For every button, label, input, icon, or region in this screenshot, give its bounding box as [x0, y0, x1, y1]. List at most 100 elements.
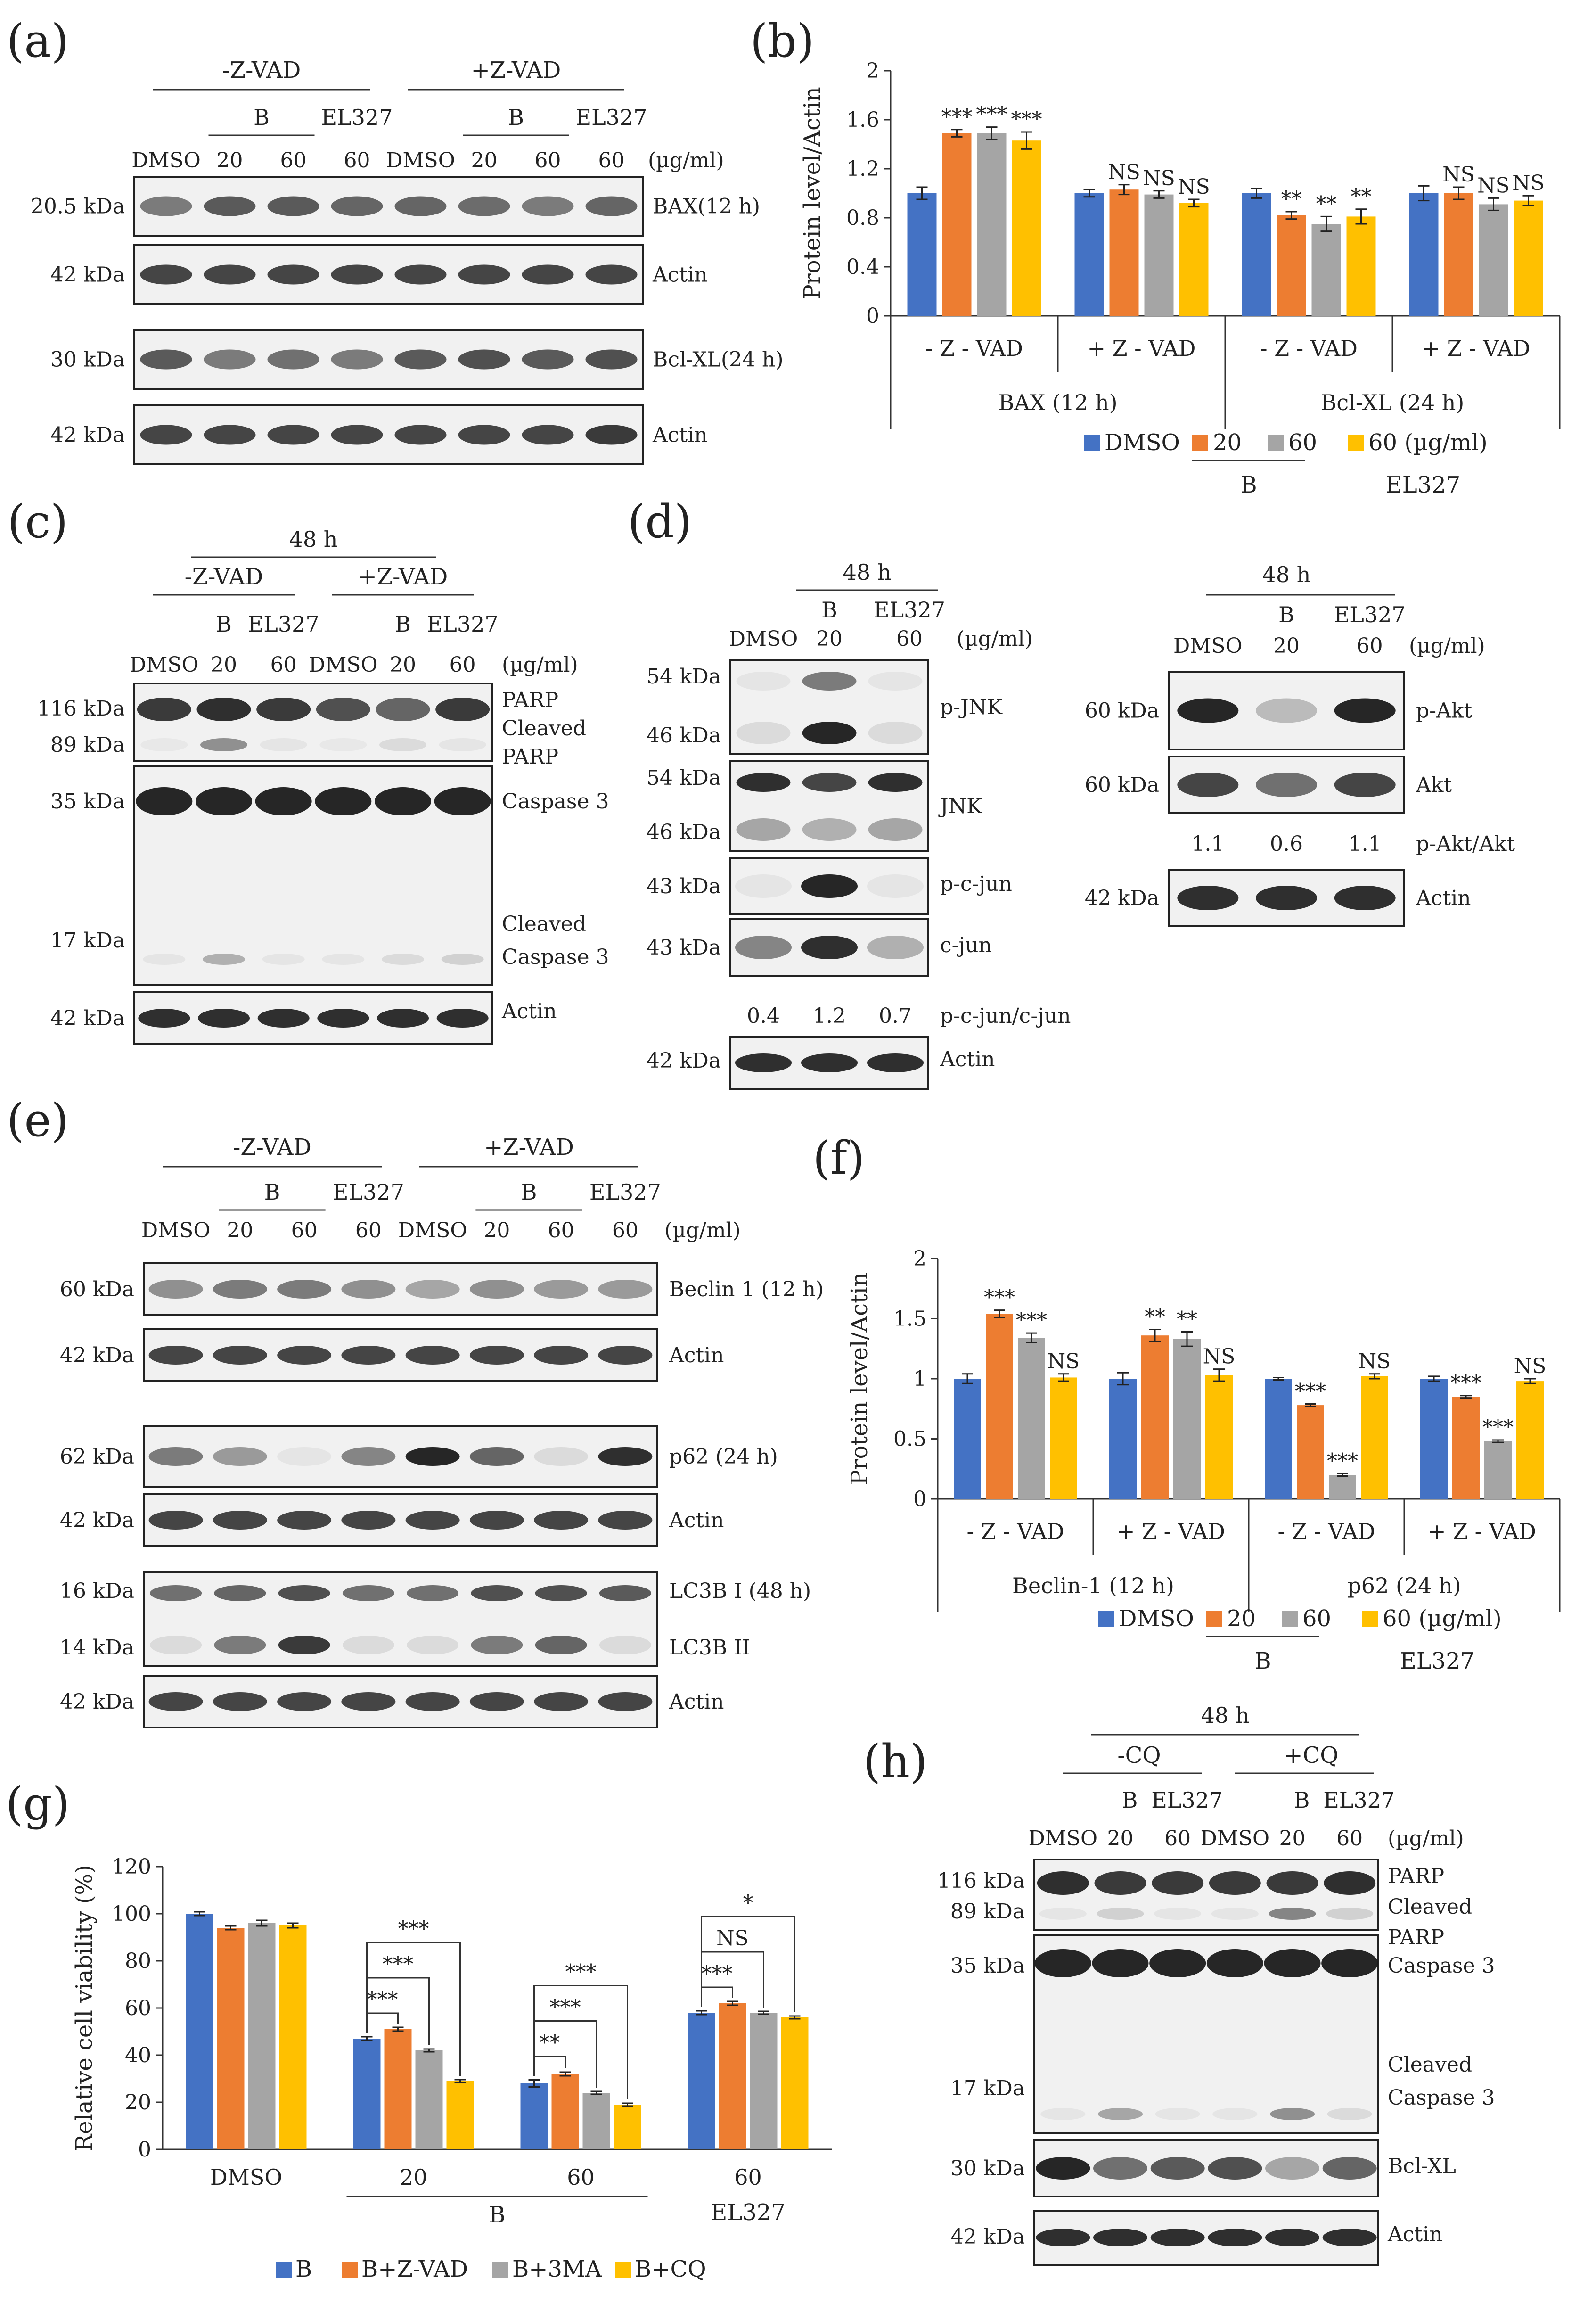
significance-bracket	[533, 2056, 566, 2076]
band	[522, 264, 574, 285]
band	[1150, 2157, 1205, 2180]
band	[267, 349, 319, 370]
bar-2-2	[1311, 224, 1341, 316]
ratio-label: p-Akt/Akt	[1416, 832, 1515, 856]
band	[1209, 1871, 1261, 1895]
band	[1037, 1871, 1089, 1895]
kda-label: 35 kDa	[50, 790, 125, 814]
bar-1-1	[1141, 1335, 1169, 1499]
bar-0-3	[1012, 140, 1041, 316]
band	[150, 1636, 202, 1654]
band	[1177, 886, 1239, 910]
band	[535, 1585, 587, 1601]
band	[1256, 886, 1317, 910]
y-tick-label: 2	[866, 59, 879, 83]
panel-label: (d)	[628, 495, 692, 548]
bar-3-3	[1516, 1381, 1544, 1499]
supergroup-label: Beclin-1 (12 h)	[1012, 1573, 1174, 1598]
band	[534, 1692, 589, 1711]
legend-label: B+CQ	[635, 2256, 706, 2282]
panel-label: (c)	[8, 495, 68, 548]
bar-1-0	[1074, 193, 1104, 316]
band	[458, 264, 510, 285]
compound-label: EL327	[576, 105, 647, 130]
band	[140, 738, 188, 751]
bar-3-0	[688, 2013, 715, 2149]
band	[196, 698, 251, 721]
bar-1-2	[1144, 194, 1174, 316]
bar-0-2	[1018, 1338, 1045, 1499]
band	[214, 1585, 266, 1601]
band	[1322, 2157, 1377, 2180]
compound-label: EL327	[321, 105, 393, 130]
band	[407, 1636, 459, 1654]
protein-label: Caspase 3	[502, 790, 609, 814]
kda-label: 89 kDa	[50, 733, 125, 757]
band	[407, 1585, 459, 1601]
legend-swatch	[276, 2262, 292, 2278]
legend-label: 20	[1213, 429, 1242, 456]
band	[1270, 2108, 1315, 2120]
significance-label: **	[1281, 187, 1302, 211]
ratio-value: 0.4	[747, 1004, 780, 1028]
bar-3-3	[781, 2017, 809, 2149]
time-label: 48 h	[289, 527, 338, 552]
bar-2-1	[1277, 215, 1306, 316]
band	[802, 722, 857, 744]
band	[735, 936, 792, 959]
band	[435, 698, 490, 721]
protein-label: PARP	[502, 745, 558, 769]
band	[1322, 2229, 1377, 2246]
band	[148, 1280, 203, 1299]
band	[213, 1280, 267, 1299]
lane-label: 20	[227, 1218, 253, 1243]
protein-label: Bcl-XL	[1388, 2154, 1456, 2178]
x-category-label: 20	[400, 2164, 427, 2190]
bar-1-1	[1109, 189, 1139, 316]
bar-1-0	[353, 2039, 381, 2149]
significance-label: NS	[1143, 166, 1175, 190]
bar-1-3	[1179, 203, 1209, 316]
lane-label: 60	[548, 1218, 574, 1243]
significance-label: NS	[1442, 163, 1475, 187]
band	[1093, 2229, 1147, 2246]
kda-label: 116 kDa	[37, 697, 125, 721]
legend-swatch	[1206, 1611, 1222, 1627]
lane-label: 60	[280, 148, 307, 173]
lane-label: 20	[483, 1218, 510, 1243]
blot-frame	[133, 991, 493, 1045]
y-tick-label: 1.6	[846, 108, 879, 132]
band	[203, 954, 245, 965]
compound-label: B	[395, 611, 411, 637]
treatment-group-label: +Z-VAD	[471, 57, 561, 83]
band	[598, 1447, 653, 1466]
band	[316, 698, 370, 721]
y-tick-label: 0	[866, 304, 879, 328]
bar-3-2	[750, 2013, 778, 2149]
significance-bracket	[533, 1985, 628, 2099]
compound-label: B	[508, 105, 524, 130]
lane-label: 20	[217, 148, 243, 173]
band	[458, 425, 510, 445]
bar-1-0	[1109, 1379, 1137, 1499]
band	[376, 698, 430, 721]
compound-label: B	[1122, 1787, 1138, 1813]
lane-label: 20	[816, 627, 843, 651]
band	[736, 672, 791, 691]
band	[262, 954, 305, 965]
legend-label: 60	[1302, 1605, 1331, 1632]
band	[522, 349, 574, 370]
band	[469, 1346, 524, 1365]
band	[213, 1692, 267, 1711]
band	[458, 196, 510, 216]
band	[585, 349, 638, 370]
protein-label: c-jun	[940, 933, 992, 957]
band	[736, 818, 791, 841]
bar-1-2	[415, 2050, 443, 2149]
panel-label: (e)	[7, 1094, 69, 1147]
protein-label: p62 (24 h)	[669, 1445, 778, 1469]
significance-label: NS	[1512, 171, 1545, 195]
band	[322, 954, 365, 965]
kda-label: 42 kDa	[950, 2225, 1025, 2249]
band	[598, 1692, 653, 1711]
